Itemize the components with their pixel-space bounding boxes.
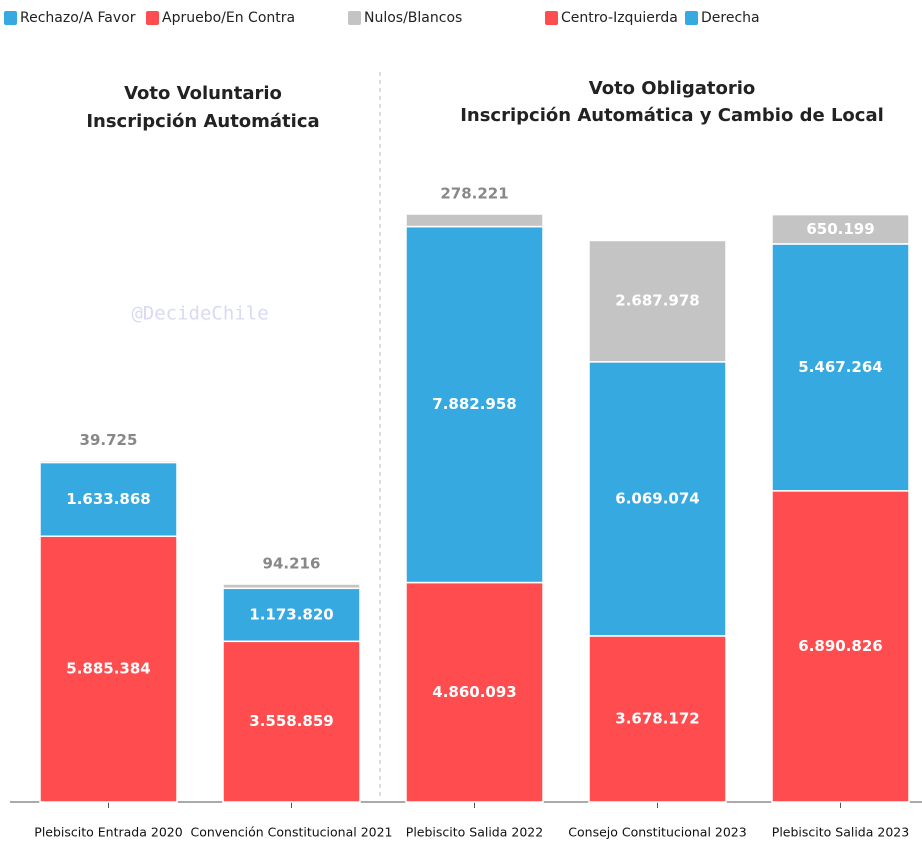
bar-segment (39, 459, 178, 464)
panel-title: Voto Obligatorio (589, 78, 756, 99)
data-label: 3.678.172 (615, 709, 699, 727)
data-label: 278.221 (440, 185, 508, 203)
bar-segment (405, 213, 544, 228)
bar-segment (39, 535, 178, 803)
x-tick-label: Consejo Constitucional 2023 (568, 825, 746, 840)
data-label: 5.885.384 (66, 660, 150, 678)
legend-swatch (685, 11, 698, 25)
panel-title: Inscripción Automática (86, 111, 319, 132)
x-tick-label: Plebiscito Entrada 2020 (34, 825, 182, 840)
x-tick-label: Plebiscito Salida 2022 (406, 825, 543, 840)
legend-swatch (348, 11, 361, 25)
data-label: 3.558.859 (249, 712, 333, 730)
bar-segment (588, 635, 727, 803)
bar-segment (588, 361, 727, 637)
data-label: 650.199 (806, 220, 874, 238)
data-label: 4.860.093 (432, 683, 516, 701)
bar-segment (222, 587, 361, 643)
bar-segment (771, 243, 910, 492)
data-label: 2.687.978 (615, 292, 699, 310)
legend-swatch (4, 11, 17, 25)
data-label: 5.467.264 (798, 358, 882, 376)
bar-segment (39, 461, 178, 537)
bar-segment (222, 640, 361, 803)
bar-segment (405, 581, 544, 803)
data-label: 6.069.074 (615, 489, 699, 507)
data-label: 1.633.868 (66, 490, 150, 508)
data-label: 1.173.820 (249, 605, 333, 623)
bar-segment (222, 583, 361, 590)
bar-segment (771, 213, 910, 245)
data-label: 6.890.826 (798, 637, 882, 655)
legend-label: Nulos/Blancos (364, 10, 462, 26)
panel-title: Voto Voluntario (124, 83, 282, 104)
legend-label: Derecha (701, 10, 760, 26)
legend-swatch (545, 11, 558, 25)
x-tick-label: Convención Constitucional 2021 (190, 825, 392, 840)
data-label: 94.216 (263, 555, 321, 573)
legend-label: Apruebo/En Contra (162, 10, 295, 26)
data-label: 7.882.958 (432, 395, 516, 413)
legend-label: Rechazo/A Favor (20, 10, 136, 26)
x-tick-label: Plebiscito Salida 2023 (772, 825, 909, 840)
legend-swatch (146, 11, 159, 25)
panel-title: Inscripción Automática y Cambio de Local (460, 105, 884, 126)
legend-label: Centro-Izquierda (561, 10, 678, 26)
bar-segment (405, 225, 544, 584)
watermark: @DecideChile (131, 303, 268, 325)
bar-segment (588, 239, 727, 363)
bar-segment (771, 490, 910, 803)
data-label: 39.725 (80, 431, 138, 449)
